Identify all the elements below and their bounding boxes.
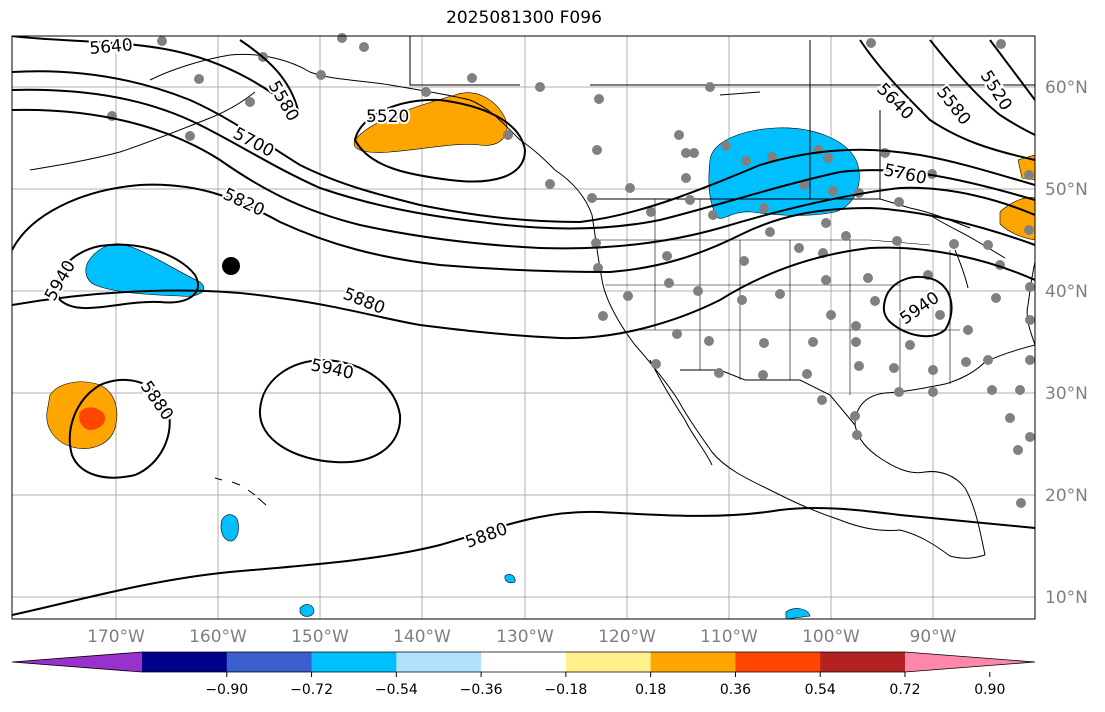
canada-border — [595, 198, 971, 229]
lat-label: 50°N — [1045, 180, 1088, 200]
contour-label: 5640 — [89, 35, 134, 59]
contour-5760 — [12, 108, 1035, 250]
contour-label: 5880 — [463, 519, 510, 553]
lat-label: 30°N — [1045, 384, 1088, 404]
lon-label: 150°W — [291, 627, 349, 647]
colorbar-tick-label: −0.72 — [290, 682, 333, 698]
colorbar-tick-label: 0.36 — [720, 682, 751, 698]
contour-5940-west — [56, 243, 200, 310]
contour-label: 5520 — [366, 107, 409, 127]
contour-5520-east — [989, 39, 1035, 101]
contour-label: 5760 — [882, 160, 928, 189]
lat-label: 60°N — [1045, 78, 1088, 98]
marker-dot — [222, 257, 240, 275]
baja — [649, 359, 713, 466]
gulf-coast — [854, 344, 1035, 556]
graticule — [12, 36, 1035, 619]
contour-label: 5820 — [220, 184, 268, 220]
shade-negative-hawaii — [220, 514, 239, 542]
lat-label: 20°N — [1045, 486, 1088, 506]
colorbar: −0.90 −0.72 −0.54 −0.36 −0.18 0.18 0.36 0.54 0.7… — [11, 651, 1036, 698]
shade-negative-pacific — [85, 243, 205, 297]
shade-negative-south-2 — [504, 574, 516, 584]
colorbar-segment — [142, 652, 228, 672]
colorbar-extend-high — [905, 652, 1035, 672]
lon-label: 90°W — [910, 627, 957, 647]
colorbar-segment — [311, 652, 397, 672]
contour-label: 5940 — [41, 257, 80, 304]
colorbar-tick-label: −0.90 — [205, 682, 248, 698]
map-title: 2025081300 F096 — [446, 8, 602, 28]
contour-5880 — [12, 246, 1035, 340]
contour-5520 — [353, 98, 527, 183]
east-coast — [1026, 261, 1035, 346]
map-frame — [11, 35, 1036, 620]
contour-label: 5880 — [136, 377, 177, 424]
mexico-border — [680, 369, 856, 426]
colorbar-tick-label: 0.54 — [805, 682, 836, 698]
colorbar-tick-label: 0.18 — [635, 682, 666, 698]
longitude-labels: 170°W 160°W 150°W 140°W 130°W 120°W 110°… — [87, 627, 957, 647]
colorbar-segment — [735, 652, 821, 672]
shade-strong-positive-pacific — [79, 407, 106, 430]
latitude-labels: 60°N 50°N 40°N 30°N 20°N 10°N — [1045, 78, 1088, 608]
coastlines — [29, 36, 1035, 559]
lon-label: 100°W — [802, 627, 860, 647]
colorbar-segment — [481, 652, 567, 672]
contour-5880-south — [12, 506, 1035, 616]
lon-label: 120°W — [598, 627, 656, 647]
contour-5880-west — [68, 378, 171, 479]
colorbar-outline — [11, 651, 1036, 673]
colorbar-tick-label: −0.18 — [544, 682, 587, 698]
colorbar-segment — [565, 652, 652, 672]
contour-label: 5700 — [230, 124, 278, 162]
shade-negative-south-3 — [785, 608, 811, 619]
hawaii-islands — [214, 477, 267, 506]
height-contours — [12, 36, 1035, 616]
colorbar-tick-label: 0.72 — [889, 682, 920, 698]
contour-label: 5580 — [932, 83, 974, 129]
contour-5940-mid — [258, 358, 402, 464]
lat-label: 40°N — [1045, 282, 1088, 302]
contour-5700-a — [12, 70, 1035, 224]
colorbar-tick-label: 0.90 — [974, 682, 1005, 698]
contour-5580-east — [929, 39, 1035, 136]
contour-label: 5940 — [896, 288, 943, 329]
colorbar-segment — [396, 652, 482, 672]
colorbar-extend-low — [12, 652, 142, 672]
great-lakes — [929, 214, 1006, 289]
contour-5640-east — [859, 39, 1035, 161]
contour-5700-b — [12, 88, 1035, 230]
colorbar-segment — [820, 652, 906, 672]
aleutian-chain — [29, 91, 256, 171]
lon-label: 130°W — [496, 627, 554, 647]
contour-5820 — [12, 183, 1035, 274]
contour-5640 — [12, 36, 296, 111]
colorbar-tick-label: −0.36 — [460, 682, 503, 698]
lon-label: 170°W — [87, 627, 145, 647]
lon-label: 140°W — [393, 627, 451, 647]
lon-label: 160°W — [189, 627, 247, 647]
contour-label: 5640 — [872, 79, 917, 124]
canada-lines — [590, 40, 1035, 199]
alaska-border — [409, 36, 520, 86]
contour-label: 5940 — [309, 355, 355, 384]
alaska-coast — [149, 53, 556, 171]
contour-5580 — [239, 39, 299, 111]
colorbar-segment — [650, 652, 736, 672]
contour-5940-east — [882, 275, 953, 338]
colorbar-segment — [226, 652, 313, 672]
shade-negative-south-1 — [299, 604, 315, 617]
lon-label: 110°W — [700, 627, 758, 647]
contour-label: 5580 — [264, 78, 303, 125]
lat-label: 10°N — [1045, 588, 1088, 608]
colorbar-tick-label: −0.54 — [375, 682, 418, 698]
contour-label: 5520 — [976, 67, 1016, 114]
